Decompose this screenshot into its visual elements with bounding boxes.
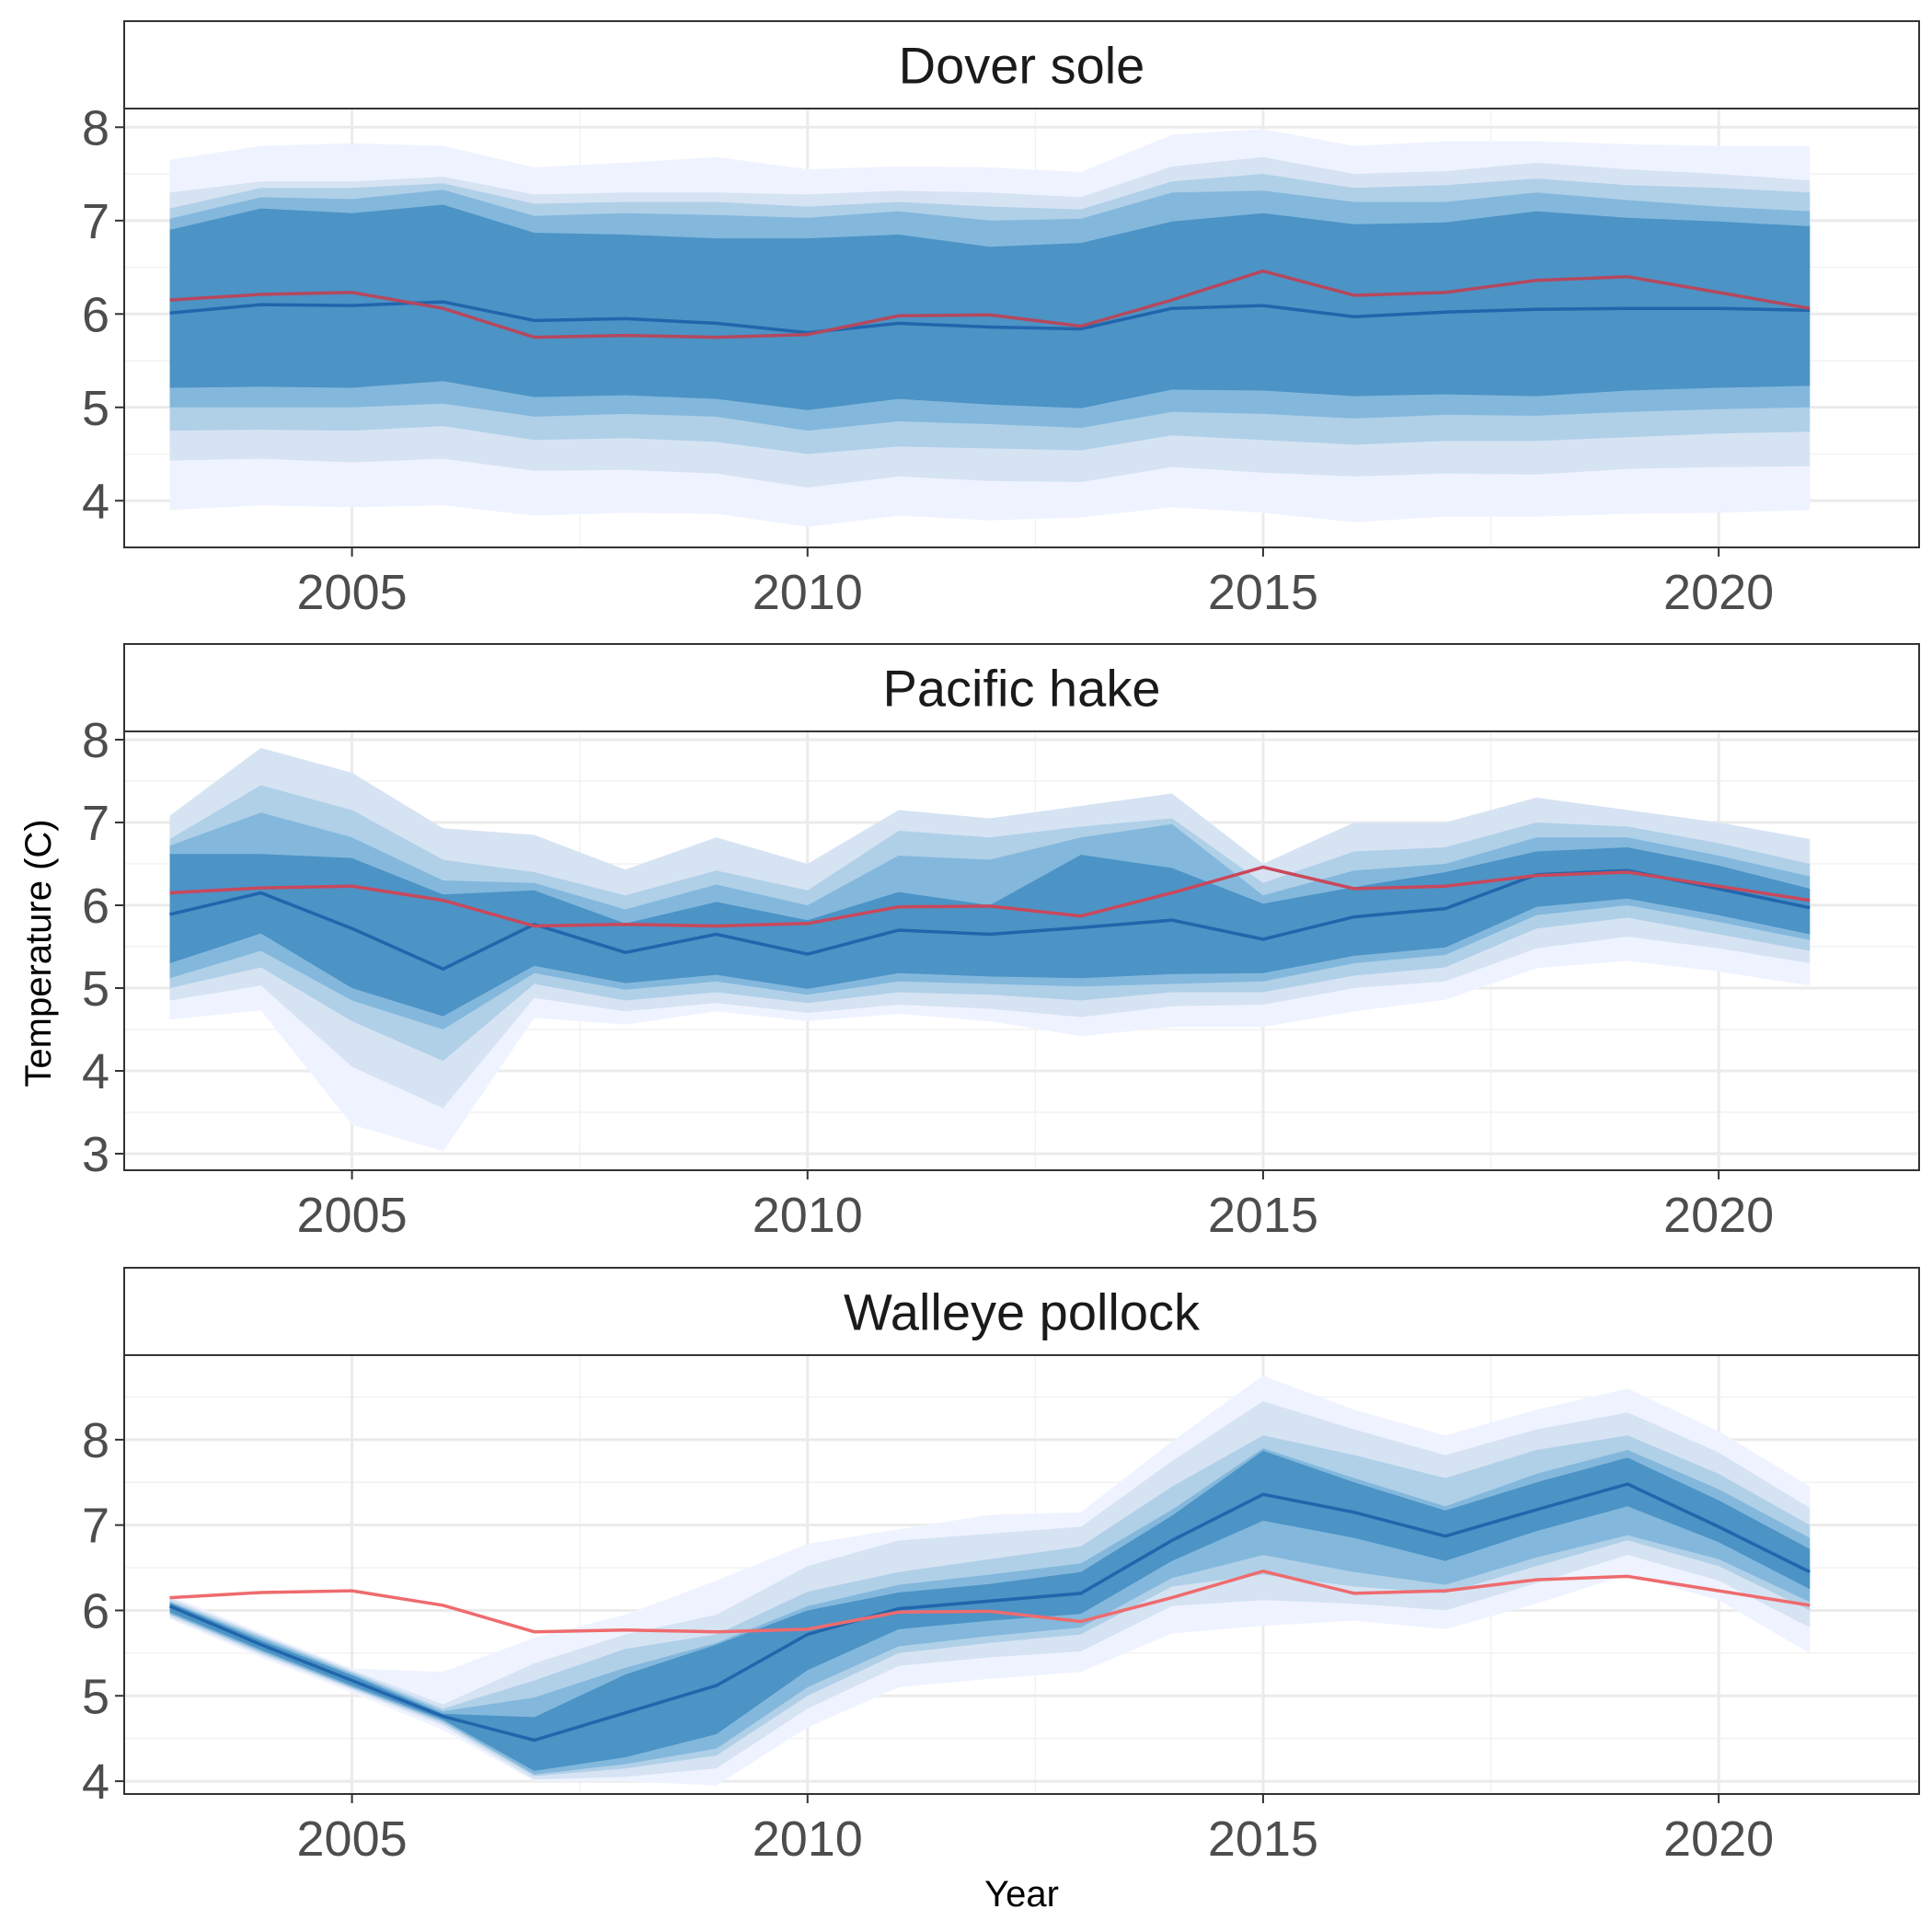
y-tick-label: 8 xyxy=(82,713,109,768)
uncertainty-band-5 xyxy=(169,204,1811,410)
facet-title: Dover sole xyxy=(899,37,1145,95)
x-tick-label: 2020 xyxy=(1663,1811,1774,1867)
panel-border xyxy=(123,1354,1920,1795)
reference-line xyxy=(169,865,1811,928)
y-tick-label: 5 xyxy=(82,1669,109,1724)
panel-1: Pacific hake 3 4 5 6 7 8 2005 2010 2015 2020 xyxy=(82,643,1920,1243)
panel-2: Walleye pollock 4 5 6 7 8 2005 2010 2015 2020 xyxy=(82,1267,1920,1867)
x-tick-label: 2010 xyxy=(753,1188,863,1243)
x-tick-label: 2010 xyxy=(753,565,863,620)
y-tick-label: 5 xyxy=(82,381,109,436)
facet-strip xyxy=(123,1267,1920,1356)
y-tick-label: 7 xyxy=(82,194,109,249)
y-tick-label: 6 xyxy=(82,1583,109,1639)
x-tick-label: 2010 xyxy=(753,1811,863,1867)
y-tick-label: 8 xyxy=(82,1413,109,1468)
x-tick-label: 2020 xyxy=(1663,565,1774,620)
y-tick-label: 6 xyxy=(82,287,109,342)
facet-strip xyxy=(123,643,1920,732)
x-tick-label: 2005 xyxy=(297,1811,408,1867)
y-tick-label: 6 xyxy=(82,879,109,934)
y-tick-label: 4 xyxy=(82,474,109,529)
y-tick-label: 7 xyxy=(82,1499,109,1554)
y-axis-title: Temperature (C) xyxy=(18,819,59,1087)
x-tick-label: 2005 xyxy=(297,1188,408,1243)
y-tick-label: 5 xyxy=(82,961,109,1017)
facet-title: Walleye pollock xyxy=(844,1283,1201,1341)
facet-strip xyxy=(123,20,1920,109)
panel-border xyxy=(123,730,1920,1171)
median-line xyxy=(169,300,1811,335)
y-tick-label: 4 xyxy=(82,1044,109,1099)
uncertainty-band-5 xyxy=(169,847,1811,1017)
facet-title: Pacific hake xyxy=(883,660,1161,718)
reference-line xyxy=(169,269,1811,339)
panel-border xyxy=(123,108,1920,548)
median-line xyxy=(168,1482,1811,1742)
panel-0: Dover sole 4 5 6 7 8 2005 2010 2015 2020 xyxy=(82,20,1920,620)
x-tick-label: 2005 xyxy=(297,565,408,620)
y-tick-label: 8 xyxy=(82,100,109,155)
x-tick-label: 2015 xyxy=(1208,1811,1318,1867)
x-axis-title: Year xyxy=(984,1874,1059,1915)
x-tick-label: 2015 xyxy=(1208,1188,1318,1243)
x-tick-label: 2015 xyxy=(1208,565,1318,620)
reference-line xyxy=(169,1569,1811,1634)
x-tick-label: 2020 xyxy=(1663,1188,1774,1243)
y-tick-label: 3 xyxy=(82,1127,109,1182)
y-tick-label: 7 xyxy=(82,796,109,851)
y-tick-label: 4 xyxy=(82,1754,109,1810)
